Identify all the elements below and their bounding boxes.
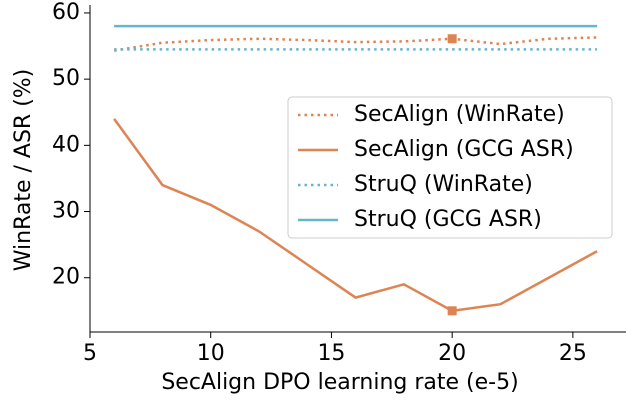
- y-tick-label: 60: [52, 0, 80, 25]
- y-axis-label: WinRate / ASR (%): [11, 69, 36, 272]
- legend-label: SecAlign (GCG ASR): [354, 137, 574, 162]
- series-line: [113, 36, 598, 52]
- legend-label: StruQ (WinRate): [354, 172, 533, 197]
- series-line: [113, 118, 598, 313]
- y-tick-label: 50: [52, 66, 80, 91]
- x-tick-label: 25: [559, 341, 587, 366]
- legend-label: SecAlign (WinRate): [354, 102, 565, 127]
- x-tick-label: 20: [438, 341, 466, 366]
- legend-label: StruQ (GCG ASR): [354, 207, 542, 232]
- y-tick-label: 30: [52, 199, 80, 224]
- highlight-marker: [447, 34, 457, 44]
- y-tick-label: 40: [52, 132, 80, 157]
- legend-box: [287, 96, 613, 239]
- x-tick-label: 15: [317, 341, 345, 366]
- highlight-marker: [447, 306, 457, 316]
- x-axis-label: SecAlign DPO learning rate (e-5): [161, 370, 518, 395]
- x-tick-label: 10: [197, 341, 225, 366]
- y-tick-label: 20: [52, 265, 80, 290]
- x-tick-label: 5: [83, 341, 97, 366]
